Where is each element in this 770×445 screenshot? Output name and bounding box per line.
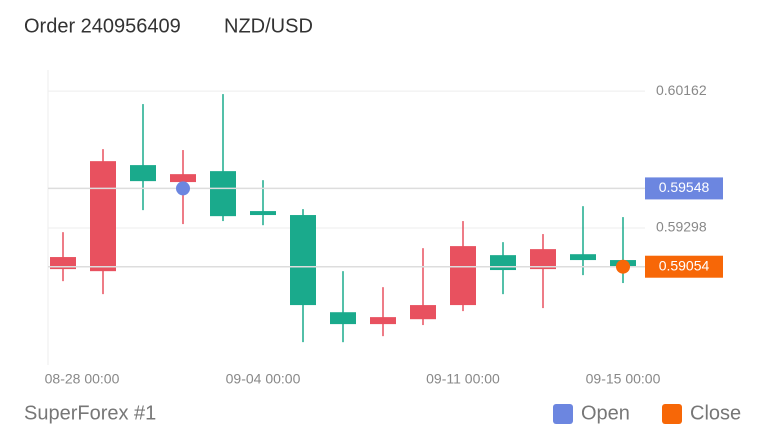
y-tick-label: 0.59298 bbox=[656, 219, 707, 235]
marker-box bbox=[645, 177, 723, 200]
candle-body bbox=[330, 312, 356, 325]
legend-swatch bbox=[553, 404, 573, 424]
legend-swatch bbox=[662, 404, 682, 424]
candle-body bbox=[130, 165, 156, 182]
marker-dot bbox=[616, 259, 630, 274]
marker-box bbox=[645, 255, 723, 278]
candle-body bbox=[490, 255, 516, 271]
marker-dot bbox=[176, 181, 190, 196]
marker-label: 0.59054 bbox=[659, 257, 710, 273]
candle-body bbox=[450, 246, 476, 306]
source-label: SuperForex #1 bbox=[24, 402, 156, 424]
chart-title: Order 240956409 bbox=[24, 15, 181, 37]
marker-label: 0.59548 bbox=[659, 179, 710, 195]
candle-body bbox=[370, 317, 396, 325]
candle-body bbox=[170, 174, 196, 183]
candle-body bbox=[530, 249, 556, 270]
candle-body bbox=[290, 215, 316, 306]
legend-label: Open bbox=[581, 402, 630, 424]
candle-body bbox=[210, 171, 236, 217]
candle-body bbox=[570, 254, 596, 261]
x-tick-label: 08-28 00:00 bbox=[45, 371, 120, 387]
y-tick-label: 0.60162 bbox=[656, 82, 707, 98]
x-tick-label: 09-04 00:00 bbox=[226, 371, 301, 387]
legend-label: Close bbox=[690, 402, 741, 424]
candle-body bbox=[250, 211, 276, 216]
candle-body bbox=[90, 161, 116, 272]
x-tick-label: 09-15 00:00 bbox=[586, 371, 661, 387]
candle-body bbox=[410, 305, 436, 320]
chart-subtitle: NZD/USD bbox=[224, 15, 313, 37]
x-tick-label: 09-11 00:00 bbox=[426, 371, 500, 387]
